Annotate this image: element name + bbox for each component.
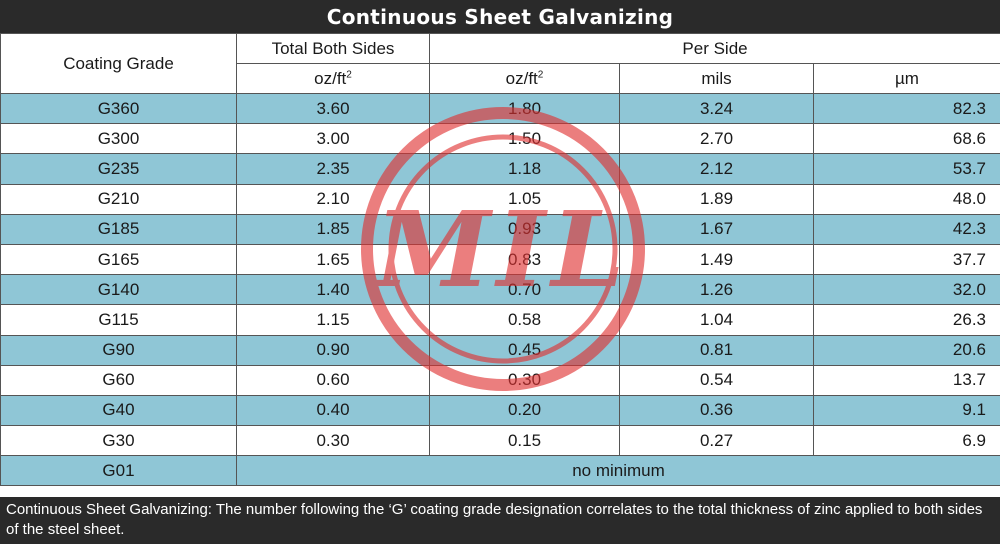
unit-superscript: 2 [537, 68, 544, 80]
cell-total-oz: 3.00 [236, 123, 430, 155]
table-row: G40 0.40 0.20 0.36 9.1 [0, 394, 1000, 427]
table-row: G185 1.85 0.93 1.67 42.3 [0, 213, 1000, 245]
cell-mils: 1.67 [619, 213, 814, 245]
header-per-side: Per Side [428, 33, 1000, 64]
cell-grade: G360 [0, 92, 237, 125]
cell-mils: 1.04 [619, 304, 814, 336]
header-per-side-oz: oz/ft2 [429, 63, 620, 94]
header-um: µm [812, 63, 1000, 94]
galvanizing-table: Coating Grade Total Both Sides Per Side … [0, 33, 1000, 487]
cell-grade: G40 [0, 394, 237, 427]
cell-per-side-oz: 0.93 [429, 213, 620, 245]
header-row-2: oz/ft2 oz/ft2 mils µm [1, 63, 1000, 94]
cell-mils: 1.89 [619, 183, 814, 215]
cell-um: 20.6 [812, 334, 1000, 366]
table-row: G235 2.35 1.18 2.12 53.7 [0, 153, 1000, 185]
cell-total-oz: 0.90 [236, 334, 430, 366]
table-row: G300 3.00 1.50 2.70 68.6 [0, 123, 1000, 155]
cell-mils: 1.26 [619, 274, 814, 306]
cell-mils: 3.24 [619, 92, 814, 125]
cell-grade: G01 [0, 455, 237, 487]
cell-per-side-oz: 0.83 [429, 243, 620, 276]
cell-mils: 1.49 [619, 243, 814, 276]
table-row: G140 1.40 0.70 1.26 32.0 [0, 274, 1000, 306]
cell-total-oz: 0.60 [236, 364, 430, 396]
cell-mils: 2.70 [619, 123, 814, 155]
page-title: Continuous Sheet Galvanizing [0, 0, 1000, 33]
table-row: G30 0.30 0.15 0.27 6.9 [0, 425, 1000, 457]
unit-text: oz/ft [314, 68, 347, 88]
cell-per-side-oz: 1.80 [429, 92, 620, 125]
cell-grade: G165 [0, 243, 237, 276]
cell-grade: G30 [0, 425, 237, 457]
cell-um: 68.6 [812, 123, 1000, 155]
cell-total-oz: 2.35 [236, 153, 430, 185]
header-row-1: Coating Grade Total Both Sides Per Side [0, 33, 1000, 94]
cell-total-oz: 1.85 [236, 213, 430, 245]
cell-grade: G140 [0, 274, 237, 306]
cell-total-oz: 1.15 [236, 304, 430, 336]
table-row-last: G01 no minimum [0, 455, 1000, 487]
cell-total-oz: 3.60 [236, 92, 430, 125]
cell-total-oz: 1.40 [236, 274, 430, 306]
cell-per-side-oz: 1.50 [429, 123, 620, 155]
cell-total-oz: 1.65 [236, 243, 430, 276]
header-total-unit: oz/ft2 [236, 63, 430, 94]
cell-um: 42.3 [812, 213, 1000, 245]
cell-grade: G115 [0, 304, 237, 336]
table-row: G210 2.10 1.05 1.89 48.0 [0, 183, 1000, 215]
cell-per-side-oz: 1.05 [429, 183, 620, 215]
footer-note: Continuous Sheet Galvanizing: The number… [0, 497, 1000, 544]
cell-um: 37.7 [812, 243, 1000, 276]
cell-total-oz: 0.40 [236, 394, 430, 427]
cell-mils: 2.12 [619, 153, 814, 185]
cell-grade: G185 [0, 213, 237, 245]
table-row: G165 1.65 0.83 1.49 37.7 [0, 243, 1000, 276]
cell-um: 9.1 [812, 394, 1000, 427]
cell-per-side-oz: 1.18 [429, 153, 620, 185]
cell-grade: G60 [0, 364, 237, 396]
cell-grade: G90 [0, 334, 237, 366]
table-row: G60 0.60 0.30 0.54 13.7 [0, 364, 1000, 396]
table-row: G90 0.90 0.45 0.81 20.6 [0, 334, 1000, 366]
table-row: G360 3.60 1.80 3.24 82.3 [0, 92, 1000, 125]
cell-mils: 0.36 [619, 394, 814, 427]
cell-um: 48.0 [812, 183, 1000, 215]
header-total-both-sides: Total Both Sides [236, 33, 430, 64]
cell-grade: G210 [0, 183, 237, 215]
cell-per-side-oz: 0.30 [429, 364, 620, 396]
cell-total-oz: 0.30 [236, 425, 430, 457]
cell-per-side-oz: 0.15 [429, 425, 620, 457]
cell-no-minimum: no minimum [235, 455, 1000, 487]
cell-mils: 0.54 [619, 364, 814, 396]
header-mils: mils [619, 63, 814, 94]
cell-um: 6.9 [812, 425, 1000, 457]
cell-per-side-oz: 0.58 [429, 304, 620, 336]
cell-grade: G300 [0, 123, 237, 155]
unit-superscript: 2 [346, 68, 352, 80]
cell-um: 82.3 [812, 92, 1000, 125]
unit-text: oz/ft [505, 68, 538, 88]
cell-um: 53.7 [812, 153, 1000, 185]
cell-total-oz: 2.10 [236, 183, 430, 215]
cell-per-side-oz: 0.45 [429, 334, 620, 366]
cell-grade: G235 [0, 153, 237, 185]
header-coating-grade: Coating Grade [0, 33, 237, 94]
cell-um: 32.0 [812, 274, 1000, 306]
cell-per-side-oz: 0.70 [429, 274, 620, 306]
table-row: G115 1.15 0.58 1.04 26.3 [0, 304, 1000, 336]
cell-mils: 0.27 [619, 425, 814, 457]
cell-per-side-oz: 0.20 [429, 394, 620, 427]
cell-mils: 0.81 [619, 334, 814, 366]
cell-um: 13.7 [812, 364, 1000, 396]
cell-um: 26.3 [812, 304, 1000, 336]
